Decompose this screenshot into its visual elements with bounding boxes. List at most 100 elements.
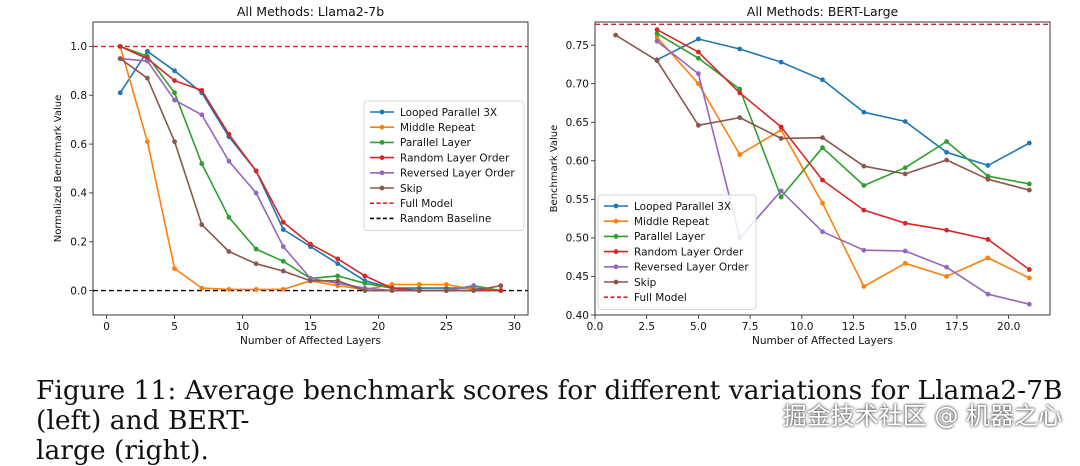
data-point-random-layer-order (820, 177, 825, 183)
data-point-skip (902, 171, 908, 177)
data-point-parallel-layer (902, 165, 908, 171)
data-point-middle-repeat (144, 139, 150, 145)
legend-label-middle-repeat: Middle Repeat (400, 122, 475, 134)
data-point-parallel-layer (944, 139, 949, 144)
legend-marker-reversed-layer-order (613, 264, 619, 270)
data-point-reversed-layer-order (226, 158, 232, 164)
x-tick-label: 2.5 (638, 321, 655, 333)
legend-label-full-model: Full Model (634, 292, 687, 304)
data-point-random-layer-order (654, 27, 660, 33)
data-point-skip (1026, 187, 1032, 193)
data-point-parallel-layer (654, 31, 660, 36)
x-tick-label: 17.5 (945, 321, 968, 333)
legend-box (363, 100, 525, 232)
x-tick-label: 5.0 (690, 321, 707, 333)
legend-marker-skip (379, 185, 385, 191)
x-tick-label: 15 (304, 321, 317, 333)
data-point-looped-parallel-3x (944, 149, 949, 155)
x-axis-label: Number of Affected Layers (240, 335, 381, 347)
y-tick-label: 0.45 (566, 271, 589, 283)
data-point-middle-repeat (199, 285, 205, 291)
legend-label-random-layer-order: Random Layer Order (634, 246, 744, 258)
data-point-parallel-layer (778, 194, 784, 200)
x-tick-label: 7.5 (742, 321, 759, 333)
legend-label-looped-parallel-3x: Looped Parallel 3X (400, 107, 497, 119)
data-point-skip (861, 163, 867, 169)
data-point-parallel-layer (253, 246, 259, 252)
x-tick-label: 20.0 (997, 321, 1020, 333)
legend-label-full-model: Full Model (400, 198, 453, 210)
data-point-reversed-layer-order (471, 283, 477, 289)
watermark: 掘金技术社区 @ 机器之心 (782, 402, 1062, 430)
data-point-parallel-layer (280, 258, 286, 264)
data-point-looped-parallel-3x (335, 261, 341, 267)
data-point-parallel-layer (199, 161, 205, 167)
data-point-reversed-layer-order (861, 247, 867, 253)
data-point-looped-parallel-3x (902, 119, 908, 124)
x-tick-label: 20 (372, 321, 385, 333)
legend-marker-looped-parallel-3x (379, 109, 385, 115)
x-tick-label: 15.0 (894, 321, 917, 333)
legend-label-random-layer-order: Random Layer Order (400, 152, 510, 164)
y-tick-label: 0.40 (566, 310, 589, 322)
data-point-parallel-layer (226, 214, 232, 220)
data-point-random-layer-order (902, 220, 908, 226)
data-point-random-layer-order (498, 288, 504, 293)
data-point-looped-parallel-3x (778, 59, 784, 65)
data-point-parallel-layer (335, 273, 341, 279)
data-point-skip (416, 288, 422, 293)
data-point-random-layer-order (985, 237, 991, 242)
data-point-parallel-layer (172, 90, 177, 96)
legend-marker-parallel-layer (379, 140, 385, 145)
caption-line-1: Figure 11: Average benchmark scores for … (36, 375, 1063, 436)
data-point-parallel-layer (696, 55, 701, 61)
data-point-skip (117, 56, 123, 62)
legend-marker-skip (613, 279, 619, 285)
legend-marker-looped-parallel-3x (613, 203, 619, 209)
data-point-reversed-layer-order (944, 264, 949, 270)
figure-canvas: All Methods: Llama2-7b 0 5 10 15 20 25 30 0.0 0.2… (53, 4, 1051, 347)
data-point-skip (280, 268, 286, 274)
x-tick-label: 12.5 (842, 321, 865, 333)
data-point-middle-repeat (280, 286, 286, 292)
data-point-parallel-layer (861, 183, 867, 188)
x-tick-label: 10.0 (790, 321, 813, 333)
data-point-looped-parallel-3x (1026, 140, 1032, 146)
data-point-looped-parallel-3x (144, 48, 150, 54)
data-point-looped-parallel-3x (172, 68, 177, 74)
data-point-looped-parallel-3x (737, 46, 743, 52)
chart-bert-large: All Methods: BERT-Large 0.0 2.5 5.0 7.5 10.0 1… (549, 4, 1051, 347)
data-point-skip (944, 157, 949, 163)
data-point-random-layer-order (117, 44, 123, 49)
data-point-reversed-layer-order (1026, 301, 1032, 307)
data-point-parallel-layer (1026, 181, 1032, 187)
data-point-random-layer-order (696, 49, 701, 55)
data-point-reversed-layer-order (696, 71, 701, 77)
data-point-middle-repeat (389, 282, 395, 287)
data-point-looped-parallel-3x (280, 227, 286, 232)
x-axis-label: Number of Affected Layers (752, 335, 893, 347)
data-point-middle-repeat (985, 255, 991, 261)
data-point-skip (498, 283, 504, 289)
data-point-middle-repeat (820, 200, 825, 206)
caption-line-2: large (right). (36, 435, 209, 466)
data-point-reversed-layer-order (253, 190, 259, 196)
legend-marker-middle-repeat (613, 218, 619, 224)
data-point-skip (144, 75, 150, 81)
data-point-skip (308, 278, 313, 284)
x-tick-label: 0 (103, 321, 110, 333)
legend-label-skip: Skip (400, 183, 423, 195)
data-point-skip (362, 288, 368, 293)
data-point-middle-repeat (416, 282, 422, 287)
y-tick-label: 0.70 (566, 78, 589, 90)
chart-title: All Methods: BERT-Large (747, 4, 899, 19)
data-point-random-layer-order (1026, 267, 1032, 272)
x-tick-label: 5 (171, 321, 178, 333)
data-point-middle-repeat (696, 81, 701, 87)
data-point-skip (199, 222, 205, 228)
data-point-looped-parallel-3x (696, 36, 701, 42)
y-tick-label: 0.55 (566, 194, 589, 206)
data-point-random-layer-order (253, 168, 259, 174)
data-point-skip (985, 176, 991, 182)
data-point-looped-parallel-3x (861, 109, 867, 115)
